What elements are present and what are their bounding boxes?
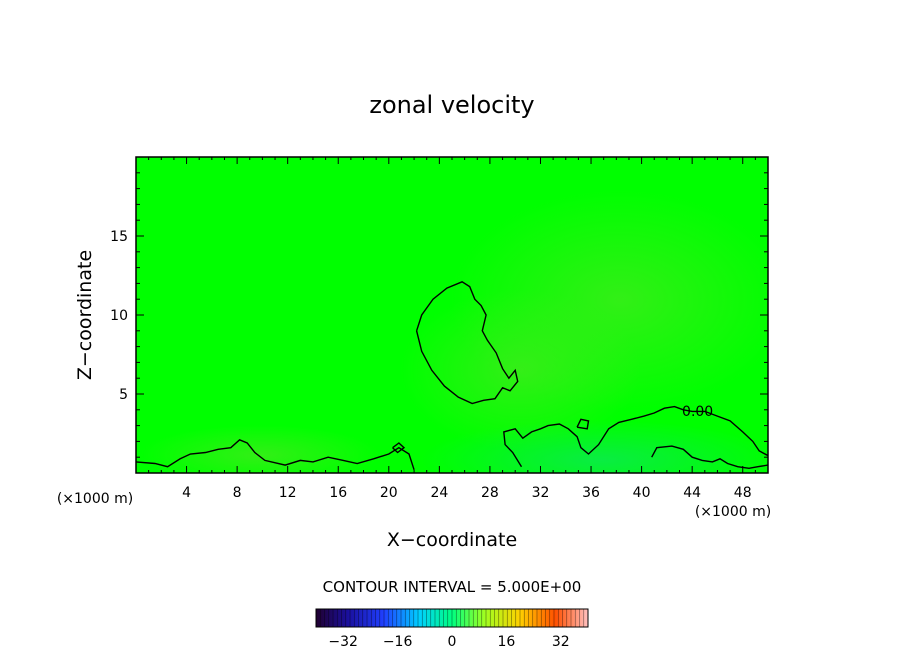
- axis-ticks: [136, 157, 768, 473]
- x-units-left: (×1000 m): [57, 491, 133, 507]
- colorbar-tick-label: 32: [552, 634, 570, 650]
- x-tick-label: 44: [683, 485, 701, 501]
- x-tick-label: 40: [633, 485, 651, 501]
- x-tick-label: 48: [734, 485, 752, 501]
- x-units-right: (×1000 m): [695, 504, 771, 520]
- x-axis-label: X−coordinate: [387, 529, 517, 551]
- contour-bottom-right-loops: [651, 445, 768, 470]
- y-tick-label: 5: [119, 387, 128, 403]
- y-tick-label: 15: [110, 229, 128, 245]
- field-tint-lower-left: [140, 425, 380, 473]
- colorbar: −32 −16 0 16 32: [315, 608, 589, 650]
- x-tick-label: 28: [481, 485, 499, 501]
- x-tick-label: 8: [233, 485, 242, 501]
- x-tick-label: 32: [532, 485, 550, 501]
- y-tick-label: 10: [110, 308, 128, 324]
- contour-lower-boundary: [136, 438, 415, 471]
- contour-right-boundary: [503, 405, 768, 468]
- x-tick-label: 36: [582, 485, 600, 501]
- colorbar-tick-label: 0: [448, 634, 457, 650]
- x-tick-label: 4: [182, 485, 191, 501]
- x-tick-label: 12: [279, 485, 297, 501]
- contour-small-loop-33: [576, 418, 590, 430]
- field-tint-lower: [420, 420, 768, 473]
- contour-interval-text: CONTOUR INTERVAL = 5.000E+00: [323, 578, 582, 596]
- colorbar-tick-label: 16: [497, 634, 515, 650]
- contour-small-loop-20: [392, 442, 406, 454]
- x-tick-label: 16: [329, 485, 347, 501]
- y-axis-label: Z−coordinate: [74, 250, 96, 380]
- colorbar-tick-labels: −32 −16 0 16 32: [328, 634, 569, 650]
- colorbar-segment-lines: [319, 609, 585, 627]
- x-tick-label: 20: [380, 485, 398, 501]
- colorbar-tick-label: −32: [328, 634, 358, 650]
- field-tint-center: [400, 290, 640, 450]
- plot-area: 0.00: [136, 157, 768, 473]
- zero-contours: [136, 281, 768, 471]
- contour-upper-blob: [415, 281, 519, 405]
- x-tick-label: 24: [430, 485, 448, 501]
- contour-label: 0.00: [682, 404, 713, 420]
- chart-title: zonal velocity: [369, 91, 534, 119]
- colorbar-tick-label: −16: [383, 634, 413, 650]
